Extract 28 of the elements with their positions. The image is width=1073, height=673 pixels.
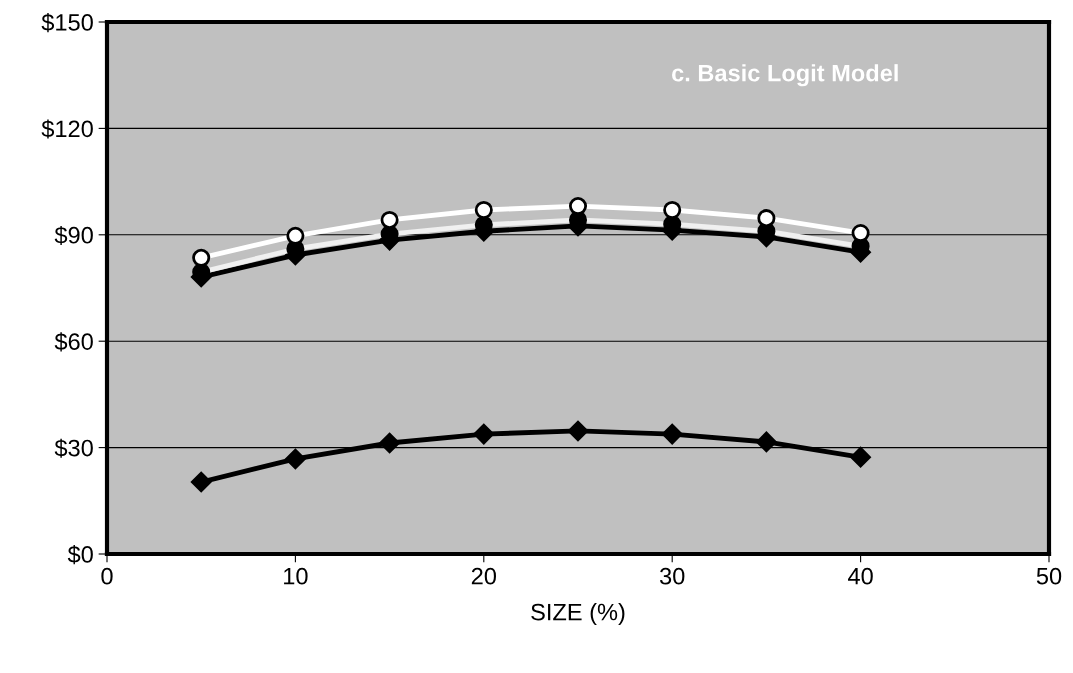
y-tick-label: $150 xyxy=(41,13,93,33)
x-tick-label: 50 xyxy=(1036,567,1062,585)
point xyxy=(285,448,306,470)
point xyxy=(379,432,400,454)
point xyxy=(663,200,682,219)
point xyxy=(567,420,589,442)
point xyxy=(380,210,399,229)
y-tick-label: $30 xyxy=(54,438,93,458)
point xyxy=(850,446,871,468)
y-tick-label: $0 xyxy=(67,545,93,565)
x-tick-label: 0 xyxy=(101,567,113,585)
x-tick-label: 30 xyxy=(659,567,685,585)
point xyxy=(473,423,495,445)
point xyxy=(474,200,493,219)
point xyxy=(756,431,777,453)
point xyxy=(286,226,305,245)
x-tick-label: 40 xyxy=(848,567,873,585)
y-tick-label: $90 xyxy=(54,225,93,245)
x-tick-label: 20 xyxy=(471,567,497,585)
y-tick-label: $120 xyxy=(41,119,93,139)
x-axis-title: SIZE (%) xyxy=(531,603,625,626)
point xyxy=(661,423,683,445)
text: c. Basic Logit Model xyxy=(672,64,898,87)
x-tick-label: 10 xyxy=(284,567,308,585)
point xyxy=(568,197,588,216)
point xyxy=(192,248,211,267)
y-tick-label: $60 xyxy=(54,332,93,352)
point xyxy=(190,471,212,493)
